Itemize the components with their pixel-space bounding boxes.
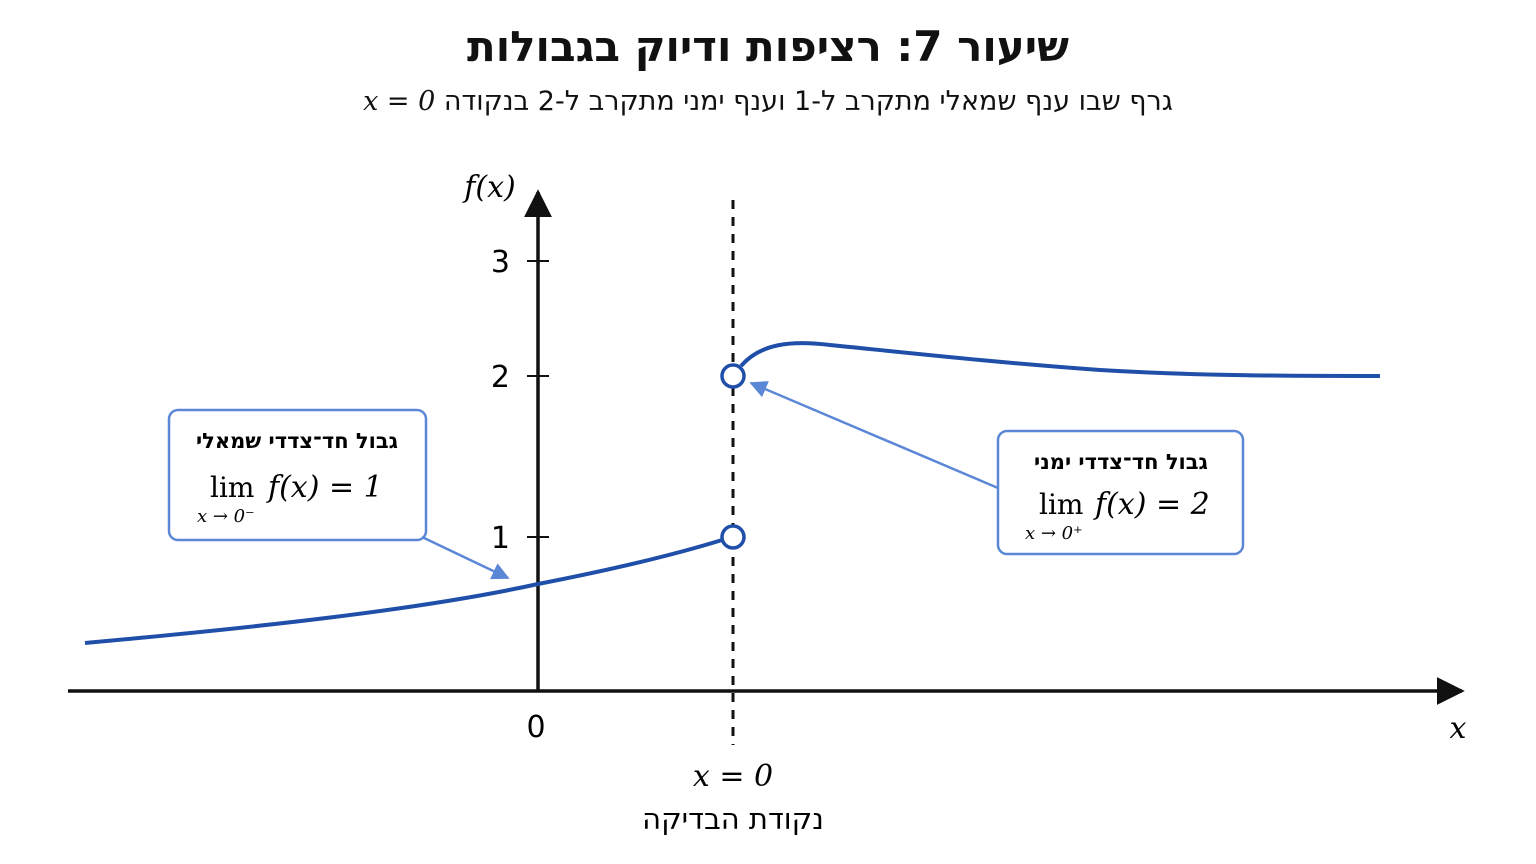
right-branch-curve <box>739 341 1381 378</box>
y-axis-label: f(x) <box>462 170 515 205</box>
y-tick-label-2: 2 <box>491 360 510 395</box>
left-callout-lim: lim <box>210 471 254 504</box>
x-axis-label: x <box>1450 711 1467 746</box>
right-callout-expr: f(x) = 2 <box>1093 487 1210 522</box>
subtitle-math: x = 0 <box>363 86 436 117</box>
left-limit-open-point <box>720 524 746 550</box>
page-subtitle: גרף שבו ענף שמאלי מתקרב ל-1 וענף ימני מת… <box>0 86 1536 117</box>
left-callout-arrow <box>421 535 510 580</box>
page-title: שיעור 7: רציפות ודיוק בגבולות <box>467 22 1069 71</box>
y-tick-label-1: 1 <box>491 521 510 556</box>
right-callout-heading: גבול חד־צדדי ימני <box>1034 450 1208 474</box>
right-callout-lim: lim <box>1039 488 1083 521</box>
left-callout-subscript: x → 0⁻ <box>197 506 255 527</box>
y-tick-label-3: 3 <box>491 245 510 280</box>
origin-label: 0 <box>526 710 545 745</box>
check-point-label: נקודת הבדיקה <box>642 802 824 836</box>
check-point-math: x = 0 <box>693 759 773 794</box>
left-branch-curve <box>84 538 723 645</box>
right-callout-arrow <box>749 381 999 490</box>
left-callout-heading: גבול חד־צדדי שמאלי <box>196 429 398 453</box>
right-limit-open-point <box>720 363 746 389</box>
left-callout-expr: f(x) = 1 <box>266 470 383 505</box>
subtitle-text: גרף שבו ענף שמאלי מתקרב ל-1 וענף ימני מת… <box>443 86 1173 117</box>
right-callout-subscript: x → 0⁺ <box>1025 523 1083 544</box>
right-callout-box <box>996 429 1245 556</box>
left-callout-box <box>167 408 428 542</box>
